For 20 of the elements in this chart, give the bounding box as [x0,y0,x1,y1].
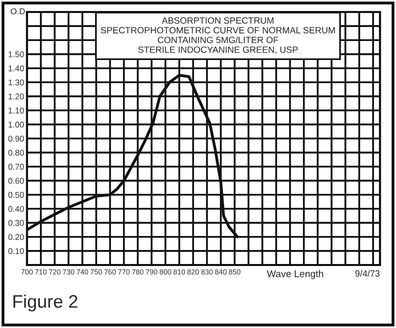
y-tick-label: 0.20 [8,234,24,240]
y-tick-label: 0.30 [8,220,24,226]
text: ABSORPTION SPECTRUM SPECTROPHOTOMETRIC CURVE OF NORMAL SERUM CONTAINING 5MG/LITER OF STERILE INDOCYANINE GREEN, USP [100,17,335,54]
y-tick-label: 0.60 [8,178,24,184]
y-tick-label: 0.40 [8,206,24,212]
y-tick-label: 1.00 [8,122,24,128]
y-tick-label: 0.50 [8,192,24,198]
y-tick-label: 0.70 [8,164,24,170]
y-tick-label: 0.10 [8,248,24,254]
y-tick-label: 1.20 [8,94,24,100]
text: 9/4/73 [355,270,380,277]
y-tick-label: 1.50 [8,51,24,58]
caption: Figure 2 [13,294,78,312]
y-tick-label: 1.10 [8,108,24,114]
y-tick-label: 1.30 [8,79,24,86]
y-tick-label: 0.90 [8,136,24,142]
x-axis-title: Wave Length [266,270,324,280]
y-tick-label: 1.40 [8,65,24,72]
y-tick-label: 0.80 [8,150,24,156]
y-axis-title: O.D [10,8,25,14]
